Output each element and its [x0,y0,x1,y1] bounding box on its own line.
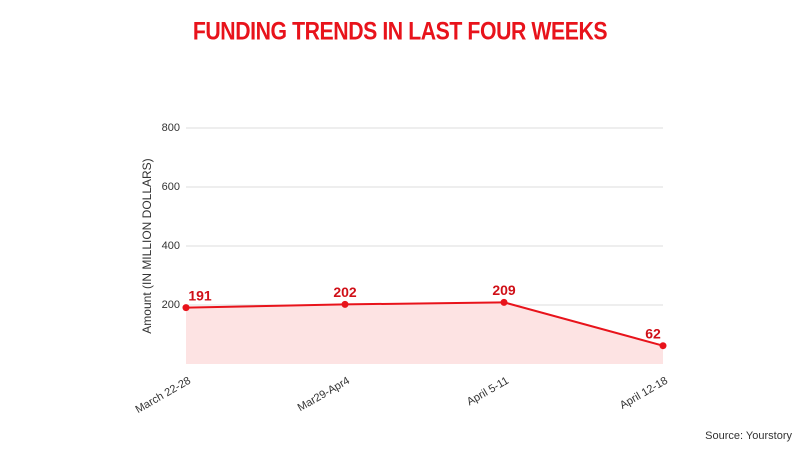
x-tick-label: April 12-18 [618,375,670,412]
chart-title: FUNDING TRENDS IN LAST FOUR WEEKS [193,17,607,45]
point [659,342,667,350]
x-tick-label: Mar29-Apr4 [296,375,352,414]
source-note: Source: Yourstory [705,430,792,442]
area [186,302,663,364]
value-label: 62 [645,325,661,341]
point [182,304,190,312]
x-tick-label: April 5-11 [465,375,511,409]
y-tick-label: 600 [162,181,180,193]
y-tick-label: 400 [162,240,180,252]
point [341,300,349,308]
y-axis-label: Amount (IN MILLION DOLLARS) [140,158,154,333]
value-label: 191 [188,287,212,303]
y-tick-label: 800 [162,122,180,134]
y-tick-label: 200 [162,299,180,311]
x-tick-label: March 22-28 [133,375,192,416]
point [500,298,508,306]
line [185,301,664,347]
value-label: 202 [333,284,357,300]
value-label: 209 [492,282,516,298]
